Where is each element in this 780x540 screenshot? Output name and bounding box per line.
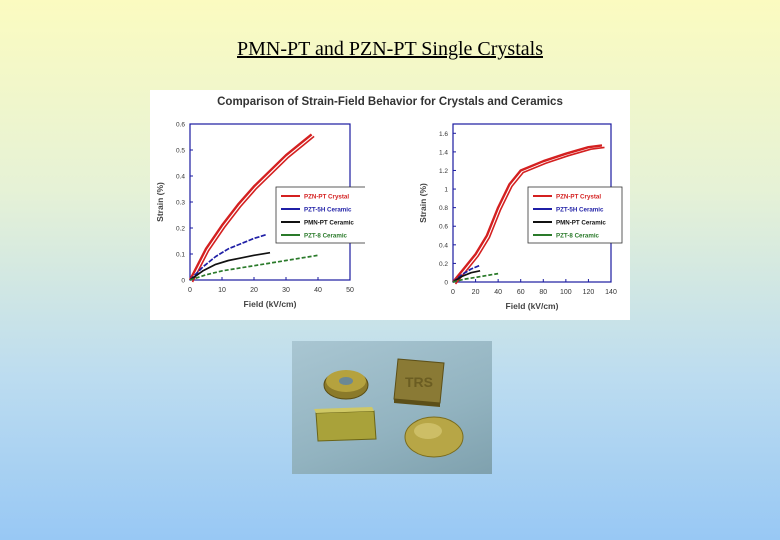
x-tick-label: 50 <box>346 287 354 294</box>
y-tick-label: 1.6 <box>439 131 448 138</box>
y-tick-label: 0.6 <box>176 122 185 129</box>
x-tick-label: 40 <box>314 287 322 294</box>
series-line-return-0 <box>454 146 605 285</box>
x-tick-label: 120 <box>583 289 595 296</box>
x-tick-label: 0 <box>451 289 455 296</box>
series-line-0 <box>452 144 603 283</box>
legend-entry-3: PZT-8 Ceramic <box>556 233 600 240</box>
y-tick-label: 1.2 <box>439 168 448 175</box>
x-tick-label: 40 <box>494 289 502 296</box>
y-tick-label: 0.4 <box>176 174 185 181</box>
x-tick-label: 0 <box>188 287 192 294</box>
y-tick-label: 0.1 <box>176 252 185 259</box>
legend-entry-0: PZN-PT Crystal <box>304 194 349 201</box>
strain-field-figure: Comparison of Strain-Field Behavior for … <box>150 90 630 320</box>
series-line-2 <box>452 269 481 283</box>
legend-entry-3: PZT-8 Ceramic <box>304 233 348 240</box>
x-tick-label: 100 <box>560 289 572 296</box>
chart-left: 0 10 20 30 40 50 0 0.1 0.2 0.3 0.4 0.5 0.6 Field (kV/… <box>155 122 365 309</box>
y-tick-label: 0 <box>444 280 448 287</box>
chart-right: 0 20 40 60 80 100 120 140 0 0.2 0.4 0.6 0.8 1 1.2 1.4 1.… <box>418 123 623 311</box>
x-tick-label: 20 <box>472 289 480 296</box>
series-line-1 <box>452 264 481 283</box>
y-axis-label: Strain (%) <box>155 182 165 222</box>
x-tick-label: 80 <box>539 289 547 296</box>
y-tick-label: 1 <box>444 187 448 194</box>
x-tick-label: 140 <box>605 289 617 296</box>
y-tick-label: 0.8 <box>439 205 448 212</box>
legend-entry-0: PZN-PT Crystal <box>556 194 601 201</box>
y-tick-label: 1.4 <box>439 149 448 156</box>
x-tick-label: 30 <box>282 287 290 294</box>
y-axis-label: Strain (%) <box>418 183 428 223</box>
legend-entry-1: PZT-5H Ceramic <box>304 207 352 214</box>
y-tick-label: 0.3 <box>176 200 185 207</box>
x-tick-label: 60 <box>517 289 525 296</box>
bar-sample <box>315 410 377 442</box>
x-tick-label: 20 <box>250 287 258 294</box>
x-axis-label: Field (kV/cm) <box>244 299 297 309</box>
y-tick-label: 0.5 <box>176 148 185 155</box>
x-tick-label: 10 <box>218 287 226 294</box>
legend-entry-1: PZT-5H Ceramic <box>556 207 604 214</box>
series-line-3 <box>189 254 319 281</box>
series-line-0 <box>188 133 313 281</box>
slide-title: PMN-PT and PZN-PT Single Crystals <box>237 38 543 60</box>
series-line-3 <box>452 272 499 283</box>
series-line-1 <box>189 233 268 281</box>
legend-entry-2: PMN-PT Ceramic <box>304 220 354 227</box>
y-tick-label: 0 <box>181 278 185 285</box>
x-axis-label: Field (kV/cm) <box>506 301 559 311</box>
plate-engraving: TRS <box>405 374 433 390</box>
crystal-samples-drawing: TRS <box>314 358 464 458</box>
figure-title: Comparison of Strain-Field Behavior for … <box>217 96 563 108</box>
series-line-2 <box>189 251 271 281</box>
crystal-samples-photo: TRS <box>292 341 492 474</box>
y-tick-label: 0.6 <box>439 224 448 231</box>
legend-entry-2: PMN-PT Ceramic <box>556 220 606 227</box>
y-tick-label: 0.2 <box>176 226 185 233</box>
y-tick-label: 0.4 <box>439 242 448 249</box>
y-tick-label: 0.2 <box>439 261 448 268</box>
series-line-return-0 <box>191 135 315 283</box>
